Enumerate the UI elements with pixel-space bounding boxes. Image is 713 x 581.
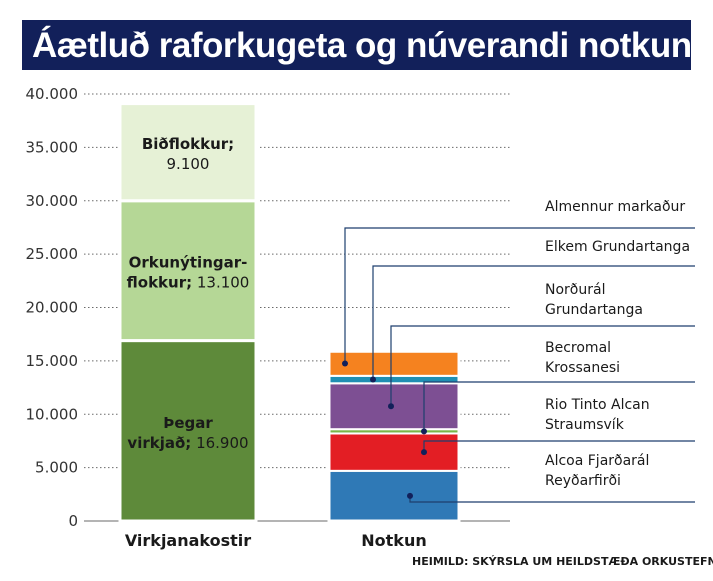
legend-label: Elkem Grundartanga xyxy=(545,239,690,255)
legend-label: Norðurál xyxy=(545,282,605,298)
segment-value: 9.100 xyxy=(167,155,210,173)
legend-label: Krossanesi xyxy=(545,360,620,376)
leader-dot xyxy=(342,360,348,367)
chart-title: Áætluð raforkugeta og núverandi notkun xyxy=(32,26,692,65)
segment-label: virkjað; 16.900 xyxy=(127,434,248,452)
segment-label: Þegar xyxy=(163,414,213,432)
usage-bar-outline xyxy=(327,349,461,523)
y-tick-label: 40.000 xyxy=(26,85,79,103)
segment-label: Biðflokkur; xyxy=(142,135,234,153)
y-tick-label: 30.000 xyxy=(26,192,79,210)
y-tick-label: 5.000 xyxy=(35,459,78,477)
y-tick-label: 35.000 xyxy=(26,138,79,156)
title-bar: Áætluð raforkugeta og núverandi notkun xyxy=(22,20,692,70)
segment-label: flokkur; 13.100 xyxy=(127,274,250,292)
x-category-label: Notkun xyxy=(361,531,426,550)
segment-label: Orkunýtingar- xyxy=(129,254,248,272)
leader-line xyxy=(372,265,695,380)
y-tick-label: 10.000 xyxy=(26,405,79,423)
legend-label: Almennur markaður xyxy=(545,199,685,215)
y-tick-label: 15.000 xyxy=(26,352,79,370)
usage-segment xyxy=(328,350,460,377)
capacity-segment xyxy=(118,199,258,343)
leader-dot xyxy=(388,403,394,410)
leader-line xyxy=(390,325,695,407)
legend-label: Alcoa Fjarðarál xyxy=(545,453,649,469)
legend-label: Rio Tinto Alcan xyxy=(545,397,650,413)
leader-dot xyxy=(370,376,376,383)
leader-dot xyxy=(421,449,427,456)
y-tick-label: 20.000 xyxy=(26,299,79,317)
leader-dot xyxy=(407,492,413,499)
leader-line xyxy=(423,381,695,432)
legend-label: Straumsvík xyxy=(545,417,625,433)
y-tick-label: 25.000 xyxy=(26,245,79,263)
legend-label: Reyðarfirði xyxy=(545,473,621,489)
capacity-segment xyxy=(118,102,258,203)
leader-dot xyxy=(421,428,427,435)
source-note: HEIMILD: SKÝRSLA UM HEILDSTÆÐA ORKUSTEFN… xyxy=(412,555,713,568)
leader-line xyxy=(344,227,695,364)
x-category-label: Virkjanakostir xyxy=(125,531,251,550)
usage-segment xyxy=(328,432,460,472)
leader-line xyxy=(423,440,695,453)
legend-label: Becromal xyxy=(545,340,611,356)
usage-segment xyxy=(328,469,460,523)
legend-label: Grundartanga xyxy=(545,302,643,318)
y-tick-label: 0 xyxy=(68,512,78,530)
